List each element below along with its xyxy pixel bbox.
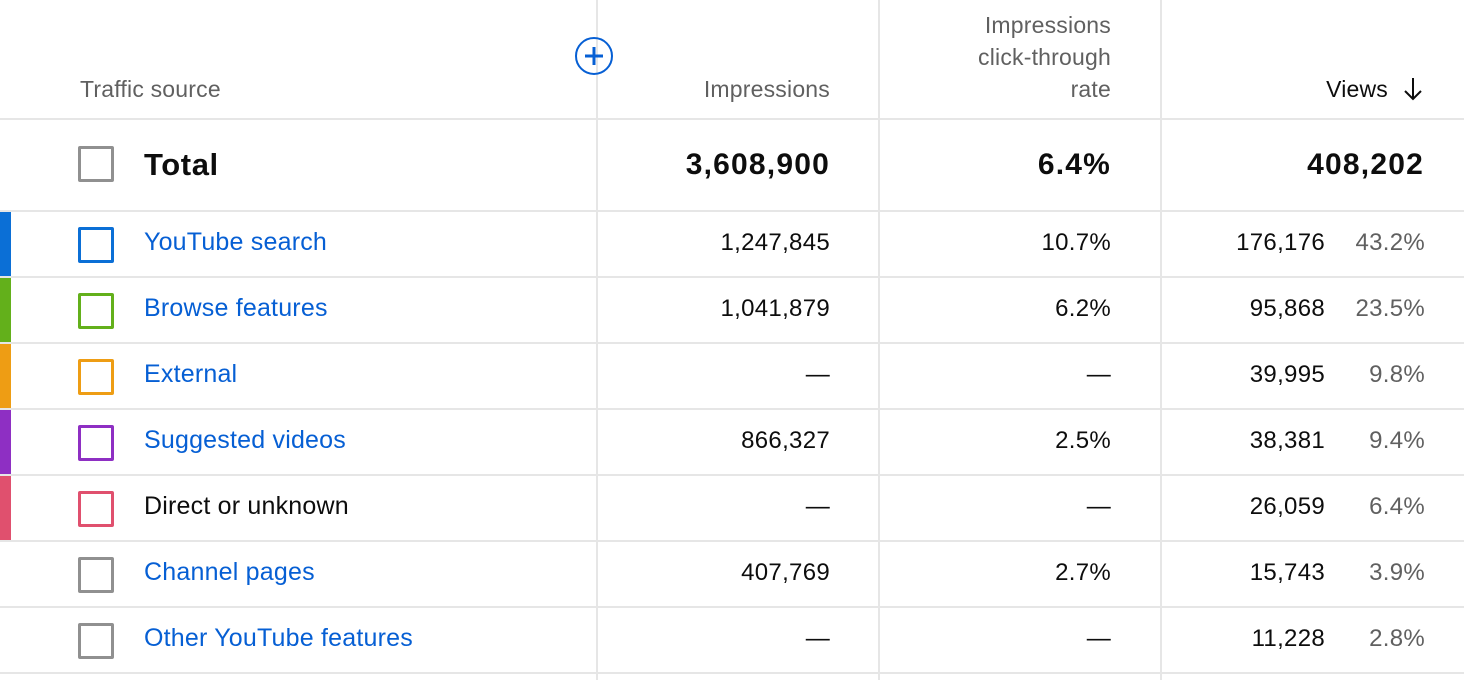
row-ctr: — (1086, 361, 1111, 388)
row-views-percent: 9.4% (1369, 427, 1425, 454)
traffic-source-label[interactable]: Suggested videos (144, 426, 346, 454)
header-views[interactable]: Views (1326, 73, 1424, 105)
row-views: 39,995 (1249, 361, 1325, 388)
row-views: 15,743 (1249, 559, 1325, 586)
row-impressions: — (805, 625, 830, 652)
row-ctr: — (1086, 625, 1111, 652)
row-ctr: — (1086, 493, 1111, 520)
row-views: 38,381 (1249, 427, 1325, 454)
table-row: Suggested videos 866,327 2.5% 38,381 9.4% (0, 410, 1464, 476)
row-views-percent: 2.8% (1369, 625, 1425, 652)
table-header: Traffic source Impressions Impressions c… (0, 0, 1464, 120)
total-label: Total (144, 147, 219, 182)
table-row: External — — 39,995 9.8% (0, 344, 1464, 410)
row-checkbox[interactable] (78, 293, 114, 329)
table-row: Channel pages 407,769 2.7% 15,743 3.9% (0, 542, 1464, 608)
row-ctr: 2.5% (1055, 427, 1111, 454)
row-views-percent: 3.9% (1369, 559, 1425, 586)
traffic-source-label: Direct or unknown (144, 492, 349, 520)
row-checkbox[interactable] (78, 623, 114, 659)
row-ctr: 2.7% (1055, 559, 1111, 586)
row-views-percent: 23.5% (1355, 295, 1425, 322)
row-views-percent: 43.2% (1355, 229, 1425, 256)
header-ctr-line3: rate (1070, 76, 1111, 102)
row-checkbox[interactable] (78, 425, 114, 461)
row-views-percent: 9.8% (1369, 361, 1425, 388)
traffic-source-label[interactable]: YouTube search (144, 228, 328, 256)
row-ctr: 6.2% (1055, 295, 1111, 322)
series-color-bar (0, 278, 11, 342)
series-color-bar (0, 476, 11, 540)
traffic-source-label[interactable]: External (144, 360, 238, 388)
row-checkbox[interactable] (78, 557, 114, 593)
row-impressions: — (805, 493, 830, 520)
column-divider (596, 0, 598, 680)
table-row: Other YouTube features — — 11,228 2.8% (0, 608, 1464, 674)
total-ctr: 6.4% (1037, 148, 1111, 181)
table-row: Browse features 1,041,879 6.2% 95,868 23.5% (0, 278, 1464, 344)
row-ctr: 10.7% (1041, 229, 1111, 256)
row-impressions: 407,769 (741, 559, 830, 586)
column-divider (878, 0, 880, 680)
header-ctr-line1: Impressions (984, 12, 1111, 38)
header-impressions[interactable]: Impressions (703, 76, 830, 102)
total-row: Total 3,608,900 6.4% 408,202 (0, 118, 1464, 212)
row-views: 26,059 (1249, 493, 1325, 520)
header-impressions-ctr[interactable]: Impressions click-through rate (891, 9, 1111, 105)
total-checkbox[interactable] (78, 146, 114, 182)
row-checkbox[interactable] (78, 227, 114, 263)
arrow-down-icon (1402, 76, 1424, 102)
add-metric-icon[interactable] (575, 37, 613, 75)
traffic-source-label[interactable]: Channel pages (144, 558, 315, 586)
header-ctr-line2: click-through (978, 44, 1111, 70)
total-views: 408,202 (1307, 148, 1424, 181)
row-impressions: — (805, 361, 830, 388)
row-impressions: 866,327 (741, 427, 830, 454)
total-impressions: 3,608,900 (685, 148, 830, 181)
row-views-percent: 6.4% (1369, 493, 1425, 520)
row-views: 95,868 (1249, 295, 1325, 322)
series-color-bar (0, 410, 11, 474)
row-checkbox[interactable] (78, 359, 114, 395)
series-color-bar (0, 344, 11, 408)
table-row: YouTube search 1,247,845 10.7% 176,176 43.2% (0, 212, 1464, 278)
header-views-label: Views (1326, 76, 1388, 102)
row-impressions: 1,041,879 (720, 295, 830, 322)
header-traffic-source[interactable]: Traffic source (80, 76, 221, 102)
table-row: Direct or unknown — — 26,059 6.4% (0, 476, 1464, 542)
traffic-source-label[interactable]: Browse features (144, 294, 328, 322)
traffic-source-label[interactable]: Other YouTube features (144, 624, 413, 652)
series-color-bar (0, 212, 11, 276)
row-impressions: 1,247,845 (720, 229, 830, 256)
row-views: 11,228 (1251, 625, 1325, 652)
column-divider (1160, 0, 1162, 680)
row-views: 176,176 (1236, 229, 1325, 256)
row-checkbox[interactable] (78, 491, 114, 527)
